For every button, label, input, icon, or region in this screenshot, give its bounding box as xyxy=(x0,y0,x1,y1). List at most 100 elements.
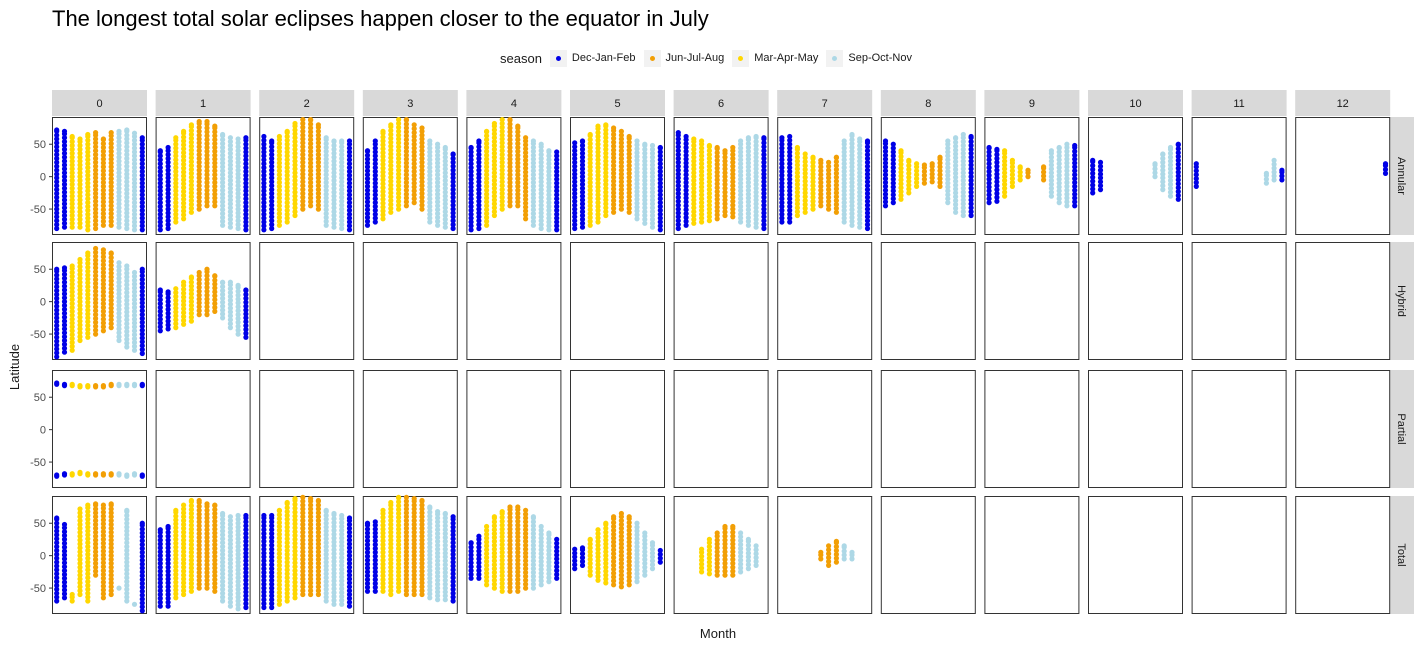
data-point xyxy=(124,148,130,154)
data-point xyxy=(124,202,130,208)
data-point xyxy=(906,178,912,184)
data-point xyxy=(945,200,951,206)
data-point xyxy=(507,561,513,567)
data-point xyxy=(611,205,617,211)
data-point xyxy=(538,152,544,158)
data-point xyxy=(1064,176,1070,182)
data-point xyxy=(730,175,736,181)
data-point xyxy=(388,521,394,528)
data-point xyxy=(323,176,329,182)
data-point xyxy=(85,330,91,336)
data-point xyxy=(706,555,713,561)
data-point xyxy=(100,316,106,322)
data-point xyxy=(77,310,83,316)
data-point xyxy=(634,528,640,534)
data-point xyxy=(77,264,83,270)
data-point xyxy=(93,194,99,200)
data-point xyxy=(714,568,720,574)
data-point xyxy=(380,573,386,579)
data-point xyxy=(442,224,448,230)
data-point xyxy=(579,224,586,230)
data-point xyxy=(435,515,441,521)
data-point xyxy=(69,328,75,334)
data-point xyxy=(93,308,99,314)
data-point xyxy=(538,547,544,553)
data-point xyxy=(339,144,345,150)
data-point xyxy=(108,553,114,559)
data-point xyxy=(124,520,130,526)
data-point xyxy=(634,157,640,163)
data-point xyxy=(435,218,441,224)
data-point xyxy=(779,153,785,159)
data-point xyxy=(675,198,681,204)
data-point xyxy=(761,159,767,165)
data-point xyxy=(131,149,138,155)
data-point xyxy=(411,122,417,128)
data-point xyxy=(220,214,226,221)
data-point xyxy=(810,206,816,212)
data-point xyxy=(139,266,145,272)
data-point xyxy=(93,273,99,279)
data-point xyxy=(54,524,60,530)
data-point xyxy=(515,573,521,579)
data-point xyxy=(403,549,409,555)
data-point xyxy=(626,555,632,561)
data-point xyxy=(849,176,855,182)
data-point xyxy=(476,560,482,566)
data-point xyxy=(261,188,267,194)
data-point xyxy=(300,529,306,535)
data-point xyxy=(108,549,114,555)
data-point xyxy=(530,569,537,576)
facet-strip-col xyxy=(570,90,665,116)
data-point xyxy=(235,555,241,561)
data-point xyxy=(124,293,130,300)
data-point xyxy=(968,193,974,199)
data-point xyxy=(435,531,441,537)
data-point xyxy=(157,599,163,605)
data-point xyxy=(442,162,448,168)
data-point xyxy=(618,167,625,173)
legend-label: Sep-Oct-Nov xyxy=(848,52,912,64)
data-point xyxy=(898,165,904,171)
data-point xyxy=(308,525,314,532)
data-point xyxy=(1175,157,1181,163)
data-point xyxy=(833,190,840,196)
data-point xyxy=(93,319,99,325)
data-point xyxy=(1025,167,1031,173)
data-point xyxy=(292,496,298,502)
data-point xyxy=(427,168,433,175)
data-point xyxy=(1002,181,1008,187)
data-point xyxy=(515,152,521,158)
data-point xyxy=(284,516,290,522)
data-point xyxy=(300,533,306,539)
data-point xyxy=(722,158,728,164)
data-point xyxy=(826,555,832,561)
data-point xyxy=(173,168,179,175)
data-point xyxy=(131,207,138,213)
data-point xyxy=(921,162,928,168)
data-point xyxy=(538,566,544,572)
data-point xyxy=(427,172,433,178)
data-point xyxy=(419,202,425,208)
data-point xyxy=(435,585,441,591)
data-point xyxy=(787,168,793,175)
data-point xyxy=(396,171,402,177)
data-point xyxy=(435,558,441,564)
data-point xyxy=(220,547,226,554)
data-point xyxy=(85,219,91,225)
data-point xyxy=(284,582,290,589)
data-point xyxy=(85,516,91,522)
data-point xyxy=(181,298,187,304)
data-point xyxy=(380,518,386,524)
data-point xyxy=(227,224,233,230)
data-point xyxy=(300,175,306,181)
data-point xyxy=(986,176,992,182)
data-point xyxy=(626,159,632,165)
data-point xyxy=(292,536,298,543)
data-point xyxy=(675,167,681,173)
data-point xyxy=(753,166,759,172)
data-point xyxy=(212,557,218,563)
data-point xyxy=(833,559,840,565)
data-point xyxy=(227,313,233,319)
data-point xyxy=(380,507,386,513)
